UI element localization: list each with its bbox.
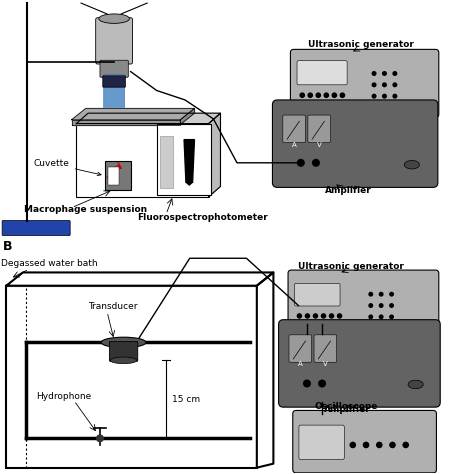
Polygon shape	[257, 273, 273, 468]
FancyBboxPatch shape	[109, 167, 119, 185]
Polygon shape	[76, 113, 220, 124]
FancyBboxPatch shape	[160, 137, 173, 188]
FancyBboxPatch shape	[283, 115, 306, 143]
Circle shape	[369, 315, 373, 319]
Circle shape	[390, 292, 393, 296]
Ellipse shape	[408, 380, 423, 389]
Circle shape	[379, 315, 383, 319]
Circle shape	[383, 94, 386, 98]
Polygon shape	[209, 113, 220, 197]
FancyBboxPatch shape	[288, 270, 439, 337]
Text: Amplifier: Amplifier	[324, 405, 371, 414]
Ellipse shape	[99, 14, 129, 23]
Text: Fluorospectrophotometer: Fluorospectrophotometer	[137, 213, 267, 222]
Circle shape	[393, 83, 397, 87]
Circle shape	[297, 314, 301, 318]
FancyBboxPatch shape	[105, 161, 131, 190]
Polygon shape	[72, 109, 194, 120]
Circle shape	[332, 93, 337, 97]
FancyBboxPatch shape	[279, 319, 440, 407]
Circle shape	[379, 292, 383, 296]
Ellipse shape	[101, 337, 146, 347]
Text: Ultrasonic generator: Ultrasonic generator	[299, 262, 404, 271]
Circle shape	[390, 315, 393, 319]
Circle shape	[393, 72, 397, 75]
Text: Degassed water bath: Degassed water bath	[0, 259, 97, 268]
FancyBboxPatch shape	[297, 61, 347, 85]
Text: Hydrophone: Hydrophone	[36, 392, 91, 401]
Ellipse shape	[404, 160, 419, 169]
Polygon shape	[186, 182, 192, 185]
Circle shape	[319, 380, 325, 387]
FancyBboxPatch shape	[76, 124, 209, 197]
FancyBboxPatch shape	[103, 76, 126, 87]
Circle shape	[369, 304, 373, 307]
FancyBboxPatch shape	[6, 286, 257, 468]
Polygon shape	[6, 273, 273, 286]
Circle shape	[383, 72, 386, 75]
Circle shape	[379, 304, 383, 307]
Circle shape	[390, 442, 395, 447]
Circle shape	[313, 159, 319, 166]
FancyBboxPatch shape	[2, 220, 70, 236]
Text: Oscilloscope: Oscilloscope	[315, 402, 378, 411]
FancyBboxPatch shape	[293, 410, 437, 473]
FancyBboxPatch shape	[109, 141, 119, 152]
Circle shape	[372, 83, 376, 87]
Text: A: A	[298, 362, 303, 367]
Text: Amplifier: Amplifier	[325, 186, 372, 195]
Ellipse shape	[110, 357, 137, 364]
Circle shape	[390, 304, 393, 307]
FancyBboxPatch shape	[104, 74, 125, 125]
FancyBboxPatch shape	[96, 18, 133, 64]
Circle shape	[393, 94, 397, 98]
Text: V: V	[323, 362, 328, 367]
Circle shape	[377, 442, 382, 447]
FancyBboxPatch shape	[295, 283, 340, 306]
Polygon shape	[180, 109, 194, 125]
Text: Ultrasonic generator: Ultrasonic generator	[308, 40, 414, 49]
FancyBboxPatch shape	[100, 60, 128, 77]
Circle shape	[364, 442, 369, 447]
Text: A: A	[292, 142, 297, 148]
FancyBboxPatch shape	[289, 335, 312, 362]
FancyBboxPatch shape	[299, 425, 344, 460]
Text: Transducer: Transducer	[88, 302, 137, 311]
Circle shape	[340, 93, 345, 97]
Circle shape	[97, 435, 103, 442]
Circle shape	[350, 442, 356, 447]
Circle shape	[305, 314, 310, 318]
FancyBboxPatch shape	[109, 341, 138, 361]
Circle shape	[369, 292, 373, 296]
Text: B: B	[3, 240, 12, 253]
Circle shape	[329, 314, 334, 318]
Circle shape	[321, 314, 326, 318]
Text: V: V	[317, 142, 322, 148]
FancyBboxPatch shape	[291, 49, 439, 118]
Circle shape	[316, 93, 320, 97]
Circle shape	[298, 159, 304, 166]
Circle shape	[383, 83, 386, 87]
Circle shape	[372, 94, 376, 98]
Circle shape	[300, 93, 304, 97]
FancyBboxPatch shape	[273, 100, 438, 187]
Text: Cuvette: Cuvette	[34, 159, 101, 176]
Circle shape	[98, 436, 102, 441]
Text: 15 cm: 15 cm	[172, 395, 201, 404]
FancyBboxPatch shape	[108, 122, 121, 143]
FancyBboxPatch shape	[314, 335, 337, 362]
FancyBboxPatch shape	[156, 124, 211, 195]
Circle shape	[337, 314, 342, 318]
Polygon shape	[184, 140, 194, 182]
Polygon shape	[72, 120, 180, 125]
Circle shape	[372, 72, 376, 75]
FancyBboxPatch shape	[308, 115, 330, 143]
Text: Macrophage suspension: Macrophage suspension	[24, 205, 147, 214]
Circle shape	[403, 442, 408, 447]
Circle shape	[308, 93, 312, 97]
Circle shape	[313, 314, 318, 318]
Circle shape	[324, 93, 328, 97]
Circle shape	[304, 380, 310, 387]
